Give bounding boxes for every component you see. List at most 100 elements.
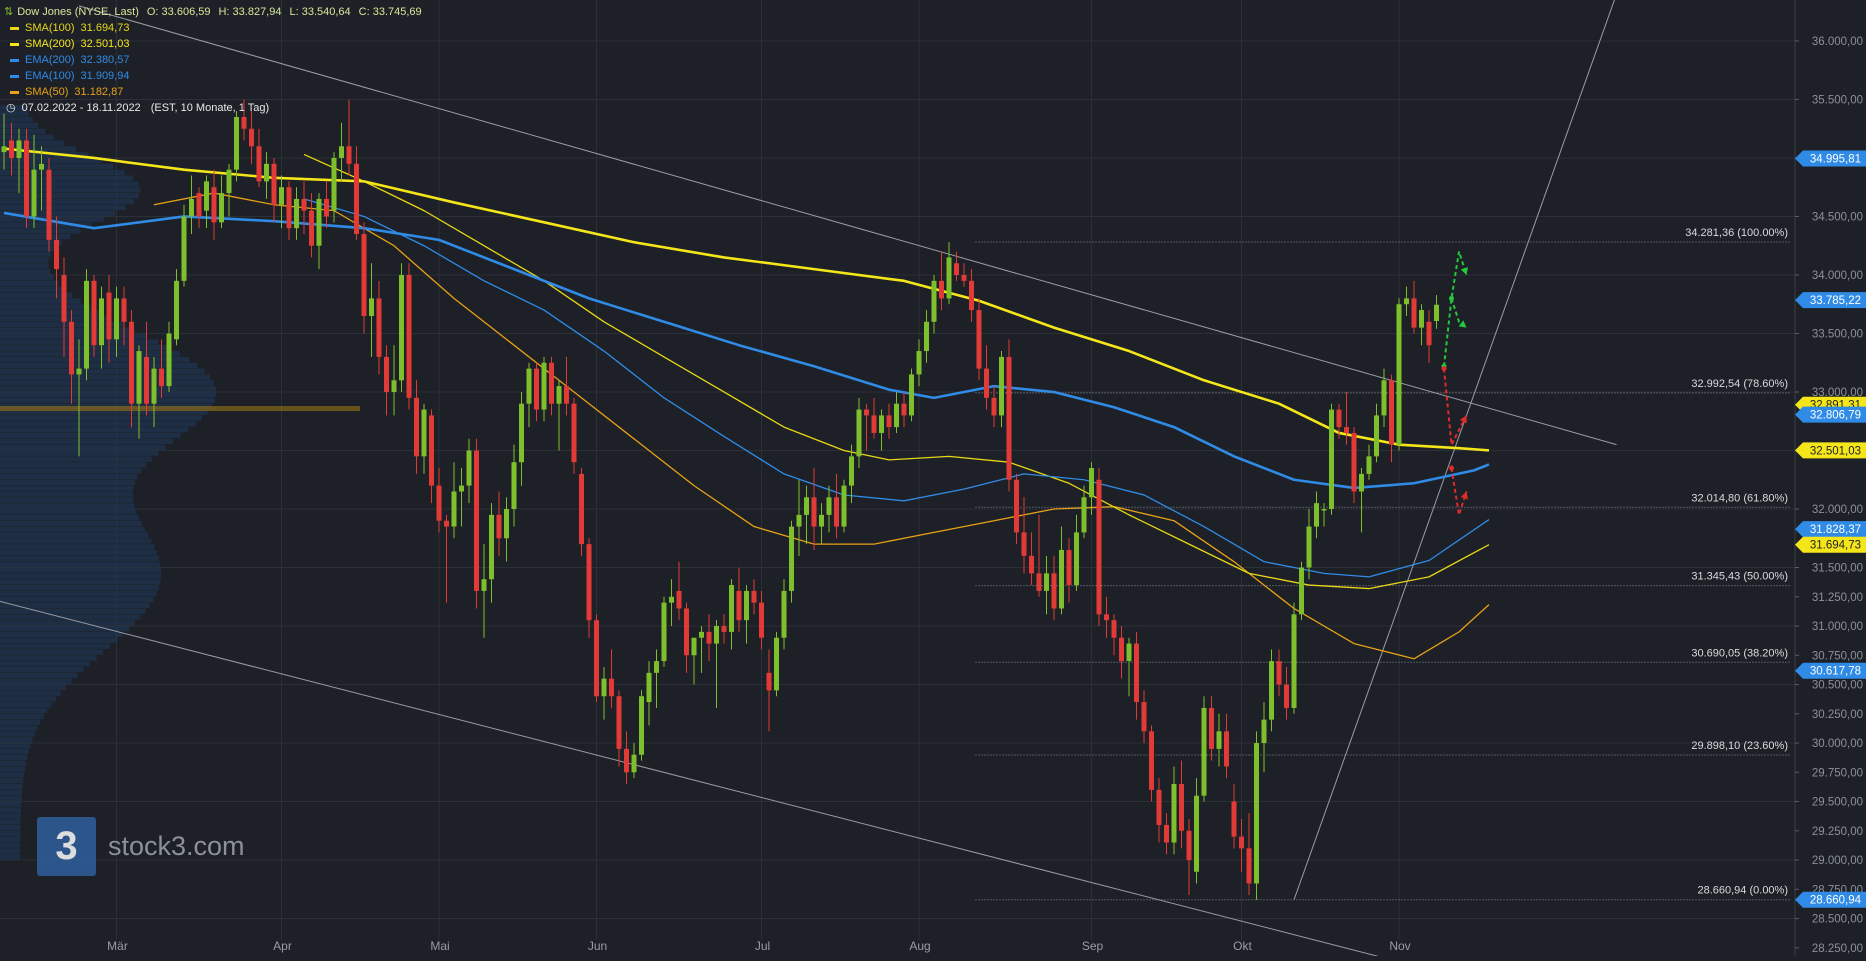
legend-item[interactable]: EMA(200) 32.380,57 <box>4 52 430 68</box>
volume-profile-bar <box>0 304 91 310</box>
chart-legend: ⇅ Dow Jones (NYSE, Last) O: 33.606,59 H:… <box>4 4 430 116</box>
trendline[interactable] <box>78 5 1617 446</box>
price-badge[interactable] <box>1795 150 1866 167</box>
candle-body <box>361 234 367 316</box>
scenario-down-arrow-1-dot[interactable] <box>1441 366 1447 372</box>
price-badge[interactable] <box>1795 536 1866 553</box>
candle-body <box>369 298 374 316</box>
scenario-down-arrow-2[interactable] <box>1450 467 1468 516</box>
volume-profile-bar <box>0 626 130 632</box>
price-badge[interactable] <box>1795 406 1866 423</box>
candle-body <box>1021 532 1027 556</box>
candle-body <box>346 146 352 164</box>
volume-profile-bar <box>0 801 22 807</box>
volume-profile-bar <box>0 743 31 749</box>
candle-body <box>774 637 779 691</box>
scenario-down-arrow-1-head[interactable] <box>1459 415 1467 424</box>
candle-body <box>736 590 742 621</box>
candle-body <box>864 409 869 416</box>
instrument-name[interactable]: Dow Jones (NYSE, Last) <box>17 6 139 18</box>
fib-level-label: 30.690,05 (38.20%) <box>1691 647 1788 659</box>
volume-profile-bar <box>0 631 123 638</box>
volume-profile-bar <box>0 198 134 205</box>
price-badge-label: 34.995,81 <box>1810 153 1861 165</box>
volume-profile-bar <box>0 503 135 509</box>
scenario-up-arrow-1[interactable] <box>1443 251 1468 367</box>
candle-body <box>1014 479 1019 533</box>
legend-item[interactable]: EMA(100) 31.909,94 <box>4 68 430 84</box>
volume-profile-bar <box>0 737 33 743</box>
price-tick-label: 29.250,00 <box>1812 826 1863 838</box>
price-axis[interactable]: 36.000,0035.500,0035.000,0034.500,0034.0… <box>1794 0 1866 956</box>
candle-body <box>211 187 217 223</box>
instrument-icon: ⇅ <box>4 6 14 18</box>
price-tick-label: 30.750,00 <box>1812 650 1863 662</box>
candle-body <box>414 397 419 457</box>
scenario-up-arrow-2-dot[interactable] <box>1449 295 1454 301</box>
legend-item[interactable]: SMA(100) 31.694,73 <box>4 20 430 36</box>
candlesticks <box>1 99 1439 900</box>
period-range[interactable]: 07.02.2022 - 18.11.2022 <box>21 102 141 114</box>
candle-body <box>624 748 629 773</box>
price-badge[interactable] <box>1795 662 1866 679</box>
candle-body <box>639 696 644 755</box>
price-tick-label: 30.250,00 <box>1812 709 1863 721</box>
fib-level-label: 32.014,80 (61.80%) <box>1691 492 1788 504</box>
fibonacci-retracement[interactable]: 34.281,36 (100.00%) 32.992,54 (78.60%) 32.… <box>975 227 1791 901</box>
legend-name: EMA(100) <box>25 70 75 82</box>
candle-body <box>714 626 719 644</box>
clock-icon: ◷ <box>6 102 16 114</box>
candle-body <box>406 274 412 398</box>
volume-profile-bar <box>0 397 215 404</box>
scenario-down-arrow-2-dot[interactable] <box>1449 465 1454 471</box>
candle-body <box>601 678 607 697</box>
volume-profile-bar <box>0 263 49 269</box>
price-tick-label: 28.500,00 <box>1812 914 1863 926</box>
legend-item[interactable]: SMA(200) 32.501,03 <box>4 36 430 52</box>
volume-profile-bar <box>0 257 49 263</box>
candle-body <box>354 163 359 235</box>
candle-body <box>1006 356 1012 480</box>
candle-body <box>534 368 539 410</box>
price-badge[interactable] <box>1795 891 1866 908</box>
candle-body <box>841 485 847 527</box>
price-badge[interactable] <box>1795 292 1866 309</box>
time-tick-label: Apr <box>273 939 292 953</box>
time-axis[interactable]: Mär Apr Mai Jun Jul Aug Sep Okt Nov <box>107 939 1411 953</box>
candle-body <box>1074 532 1079 586</box>
volume-profile-bar <box>0 555 159 562</box>
stock3-logo[interactable]: 3 stock3.com <box>37 817 245 876</box>
candle-body <box>421 409 427 457</box>
volume-profile-bar <box>0 590 157 597</box>
price-badge[interactable] <box>1795 442 1866 459</box>
volume-profile-bar <box>0 789 23 796</box>
candle-body <box>429 415 434 486</box>
legend-item[interactable]: SMA(50) 31.182,87 <box>4 84 430 100</box>
candle-body <box>594 620 599 697</box>
price-badge[interactable] <box>1795 521 1866 538</box>
candle-body <box>436 485 442 521</box>
volume-profile-bar <box>0 245 56 252</box>
legend-value: 31.909,94 <box>80 70 130 82</box>
scenario-up-arrow-1-head[interactable] <box>1460 267 1469 275</box>
scenario-up-arrow-2-head[interactable] <box>1458 320 1467 328</box>
volume-profile-bar <box>0 766 25 772</box>
candle-body <box>1156 789 1162 825</box>
scenario-down-arrow-2-head[interactable] <box>1460 491 1469 500</box>
candle-body <box>249 128 254 147</box>
candle-body <box>1329 409 1334 510</box>
legend-swatch <box>10 90 19 94</box>
candle-body <box>744 590 749 621</box>
candle-body <box>796 514 802 527</box>
volume-profile-bar <box>0 146 76 152</box>
projection-arrows[interactable] <box>1441 251 1469 516</box>
volume-profile-bar <box>0 713 44 720</box>
trendline[interactable] <box>0 579 1504 961</box>
candle-body <box>69 321 74 375</box>
candle-body <box>376 298 382 357</box>
volume-profile-bar <box>0 485 134 491</box>
candle-body <box>931 280 937 322</box>
scenario-down-arrow-1[interactable] <box>1443 368 1468 449</box>
